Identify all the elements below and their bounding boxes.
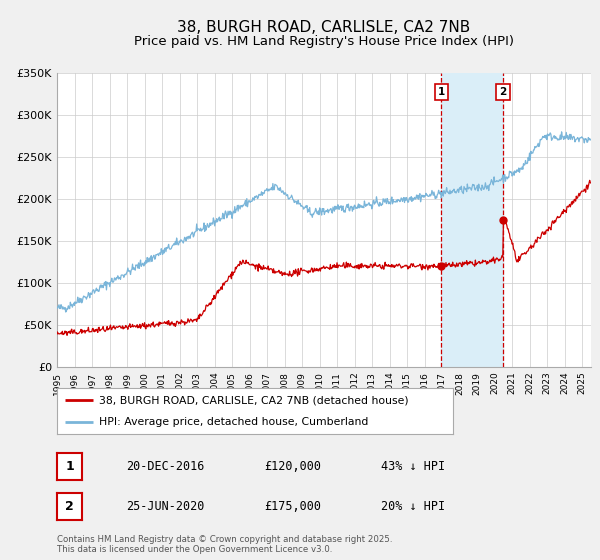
Text: 20-DEC-2016: 20-DEC-2016 (126, 460, 205, 473)
Text: 20% ↓ HPI: 20% ↓ HPI (381, 500, 445, 513)
Text: 38, BURGH ROAD, CARLISLE, CA2 7NB: 38, BURGH ROAD, CARLISLE, CA2 7NB (178, 20, 470, 35)
Text: 25-JUN-2020: 25-JUN-2020 (126, 500, 205, 513)
Text: 2: 2 (499, 87, 507, 97)
Bar (442, 73, 503, 367)
Text: 43% ↓ HPI: 43% ↓ HPI (381, 460, 445, 473)
Text: 1: 1 (438, 87, 445, 97)
Text: Price paid vs. HM Land Registry's House Price Index (HPI): Price paid vs. HM Land Registry's House … (134, 35, 514, 48)
Text: £120,000: £120,000 (264, 460, 321, 473)
Text: Contains HM Land Registry data © Crown copyright and database right 2025.
This d: Contains HM Land Registry data © Crown c… (57, 535, 392, 554)
Text: 2: 2 (65, 500, 74, 513)
Text: 38, BURGH ROAD, CARLISLE, CA2 7NB (detached house): 38, BURGH ROAD, CARLISLE, CA2 7NB (detac… (98, 395, 408, 405)
Text: 1: 1 (65, 460, 74, 473)
Text: £175,000: £175,000 (264, 500, 321, 513)
Text: HPI: Average price, detached house, Cumberland: HPI: Average price, detached house, Cumb… (98, 417, 368, 427)
